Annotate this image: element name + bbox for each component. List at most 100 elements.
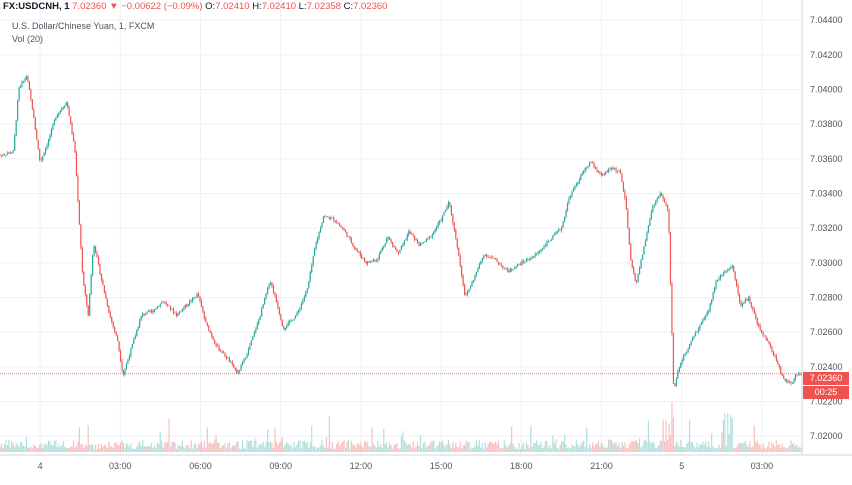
volume-bar: [399, 448, 401, 452]
candle-body: [92, 255, 94, 275]
candle-body: [281, 320, 283, 327]
price-change: −0.00622 (−0.09%): [121, 1, 203, 12]
candle-body: [261, 308, 263, 317]
price-tick-label: 7.02800: [810, 292, 843, 302]
candle-body: [147, 311, 150, 312]
volume-bar: [300, 448, 303, 452]
candle-body: [502, 265, 504, 269]
candle-body: [759, 325, 761, 330]
candle-body: [631, 259, 633, 268]
candle-body: [118, 341, 120, 351]
candle-body: [602, 173, 604, 176]
volume-bar: [791, 443, 794, 452]
volume-bar: [731, 418, 733, 452]
candle-body: [366, 261, 369, 264]
volume-bar: [618, 442, 620, 452]
candle-body: [727, 269, 729, 271]
volume-bar: [368, 446, 370, 452]
candle-body: [121, 361, 123, 371]
volume-bar: [308, 447, 310, 452]
volume-bar: [599, 446, 601, 452]
volume-bar: [218, 442, 220, 452]
volume-bar: [230, 448, 232, 452]
candle-body: [286, 326, 288, 329]
candle-body: [752, 306, 754, 310]
volume-bar: [740, 443, 742, 452]
candle-body: [105, 292, 107, 299]
volume-bar: [193, 443, 195, 452]
candle-body: [324, 216, 326, 217]
volume-bar: [459, 441, 461, 452]
volume-bar: [243, 447, 245, 452]
candle-body: [666, 204, 669, 210]
volume-bar: [528, 448, 530, 452]
candle-body: [400, 246, 403, 251]
candle-body: [227, 358, 229, 359]
volume-bar: [136, 446, 138, 452]
candle-body: [414, 235, 416, 240]
chart-legend-title[interactable]: U.S. Dollar/Chinese Yuan, 1, FXCM: [12, 21, 155, 31]
candle-body: [194, 297, 197, 298]
volume-bar: [511, 426, 513, 452]
candle-body: [52, 124, 54, 130]
candle-body: [543, 245, 545, 249]
candle-body: [274, 292, 276, 296]
candle-body: [715, 281, 717, 289]
candle-body: [390, 239, 392, 243]
candle-body: [394, 247, 397, 250]
candle-body: [539, 251, 541, 252]
volume-bar: [644, 439, 647, 452]
volume-bar: [12, 443, 14, 452]
volume-bar: [78, 427, 80, 452]
volume-legend[interactable]: Vol (20): [12, 34, 44, 44]
volume-bar: [31, 448, 33, 452]
candle-body: [505, 267, 507, 269]
volume-bar: [40, 443, 42, 452]
candle-body: [791, 382, 794, 384]
candle-body: [184, 304, 186, 308]
candle-body: [14, 135, 16, 151]
candle-body: [139, 320, 141, 328]
volume-bar: [708, 441, 710, 452]
candle-body: [697, 329, 700, 332]
volume-bar: [105, 445, 107, 452]
candle-body: [56, 114, 58, 118]
volume-bar: [174, 442, 176, 452]
volume-bar: [469, 448, 472, 452]
candle-body: [19, 85, 22, 88]
time-axis-ticks[interactable]: 4 03:00 06:00 09:00 12:00 15:00 18:00 21:00 5 03:…: [38, 461, 774, 471]
candle-body: [509, 268, 511, 273]
volume-bar: [718, 444, 720, 452]
candle-body: [25, 76, 28, 79]
volume-bar: [137, 443, 139, 452]
candle-body: [172, 308, 175, 313]
volume-bar: [274, 428, 276, 452]
candle-body: [643, 246, 645, 255]
volume-bar: [763, 447, 766, 452]
volume-bar: [15, 442, 17, 452]
candle-body: [80, 224, 82, 249]
candle-body: [475, 271, 477, 276]
candle-body: [208, 325, 210, 331]
candle-body: [244, 357, 247, 359]
candle-body: [202, 306, 204, 313]
volume-bar: [364, 441, 366, 452]
volume-bar: [449, 444, 451, 452]
candle-body: [561, 227, 563, 231]
volume-bar: [428, 444, 430, 452]
volume-bar: [383, 429, 385, 452]
candle-body: [615, 168, 617, 172]
candle-body: [675, 378, 677, 386]
symbol-header: FX:USDCNH, 1 7.02360 ▼ −0.00622 (−0.09%)…: [3, 0, 387, 14]
candle-body: [178, 311, 180, 313]
volume-bar: [509, 442, 511, 452]
symbol-name[interactable]: FX:USDCNH, 1: [3, 1, 70, 12]
candle-body: [8, 152, 10, 154]
volume-bar: [738, 442, 741, 452]
candle-body: [387, 237, 389, 239]
volume-bar: [390, 445, 392, 452]
volume-bar: [643, 440, 645, 452]
candle-body: [15, 120, 17, 136]
candle-body: [483, 255, 485, 259]
